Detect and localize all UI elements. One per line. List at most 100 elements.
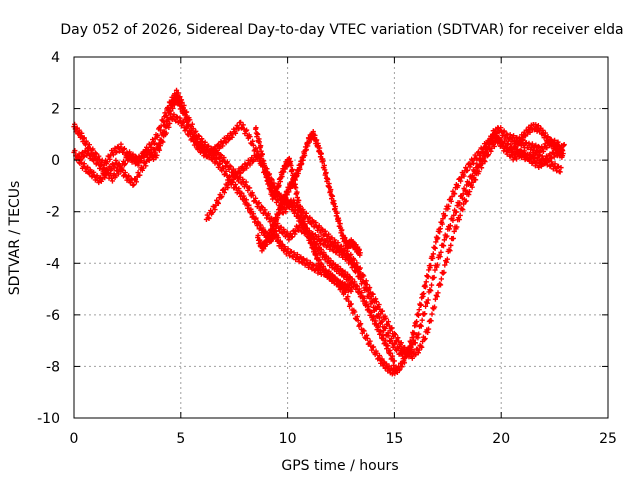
data-point (517, 153, 523, 159)
data-point (313, 220, 319, 226)
data-point (199, 145, 205, 151)
data-point (391, 358, 397, 364)
y-tick-label: -6 (46, 308, 60, 324)
data-point (424, 300, 430, 306)
data-point (274, 189, 280, 196)
data-point (441, 237, 447, 243)
y-tick-label: 0 (51, 153, 60, 169)
x-tick-label: 15 (385, 431, 403, 447)
data-point (415, 335, 421, 341)
data-point (376, 301, 382, 308)
data-point (170, 98, 176, 104)
data-point (250, 192, 256, 198)
data-point (334, 210, 340, 216)
plot-frame (73, 56, 609, 419)
data-point (349, 284, 355, 291)
data-point (388, 326, 394, 332)
data-point (180, 119, 186, 125)
data-point (299, 210, 305, 216)
data-point (501, 128, 507, 134)
data-point (430, 255, 436, 261)
data-point (385, 343, 391, 349)
data-point (276, 211, 283, 217)
data-point (422, 303, 429, 309)
data-point (549, 159, 555, 165)
data-point (243, 127, 250, 133)
data-point (401, 360, 408, 366)
data-point (130, 182, 136, 188)
data-point (523, 155, 529, 162)
data-point (94, 172, 100, 179)
data-point (335, 240, 341, 246)
data-point (355, 317, 361, 324)
data-point (379, 356, 385, 362)
data-point (228, 179, 234, 185)
data-point (285, 246, 291, 252)
data-point (214, 148, 220, 154)
data-point (454, 224, 460, 230)
data-point (430, 251, 436, 257)
data-point (84, 165, 90, 171)
data-point (177, 115, 183, 121)
data-point (249, 138, 256, 144)
data-point (361, 273, 367, 279)
data-point (416, 331, 422, 337)
data-point (531, 156, 537, 162)
data-point (262, 165, 268, 171)
data-point (79, 160, 85, 166)
data-point (296, 197, 302, 204)
data-point (303, 210, 309, 216)
data-point (378, 311, 384, 317)
data-point (281, 199, 287, 205)
series-track-5 (252, 125, 355, 295)
data-point (80, 154, 86, 160)
data-point (387, 350, 394, 356)
data-point (85, 164, 91, 170)
data-point (491, 143, 497, 150)
data-point (389, 353, 396, 359)
data-point (461, 173, 467, 179)
data-point (190, 125, 196, 132)
data-point (554, 168, 560, 174)
data-point (422, 311, 428, 317)
data-point (316, 223, 322, 229)
data-point (192, 129, 198, 135)
data-point (432, 267, 438, 273)
data-point (361, 295, 367, 301)
data-point (146, 157, 152, 164)
data-point (331, 201, 337, 207)
data-point (432, 245, 438, 251)
data-point (459, 206, 465, 212)
data-point (122, 160, 128, 167)
data-point (422, 335, 428, 342)
data-point (259, 151, 265, 157)
data-point (431, 274, 437, 281)
data-point (464, 167, 471, 173)
data-point (383, 315, 389, 321)
data-point (199, 136, 205, 142)
data-point (255, 131, 261, 138)
data-point (443, 234, 449, 240)
data-point (292, 177, 298, 183)
data-point (157, 143, 163, 149)
data-point (435, 290, 441, 296)
data-point (425, 297, 431, 303)
data-point (156, 147, 163, 153)
data-point (212, 206, 218, 213)
data-point (115, 171, 122, 177)
data-point (447, 248, 453, 254)
data-point (243, 197, 249, 203)
data-point (303, 147, 309, 153)
data-point (209, 209, 216, 215)
data-point (260, 225, 266, 231)
data-point (382, 325, 389, 332)
data-point (141, 154, 147, 161)
data-point (305, 229, 311, 235)
data-point (243, 165, 250, 171)
data-point (499, 132, 506, 138)
data-point (444, 256, 450, 262)
data-point (437, 282, 444, 288)
data-point (361, 328, 367, 334)
data-point (442, 262, 448, 268)
data-point (215, 200, 221, 206)
